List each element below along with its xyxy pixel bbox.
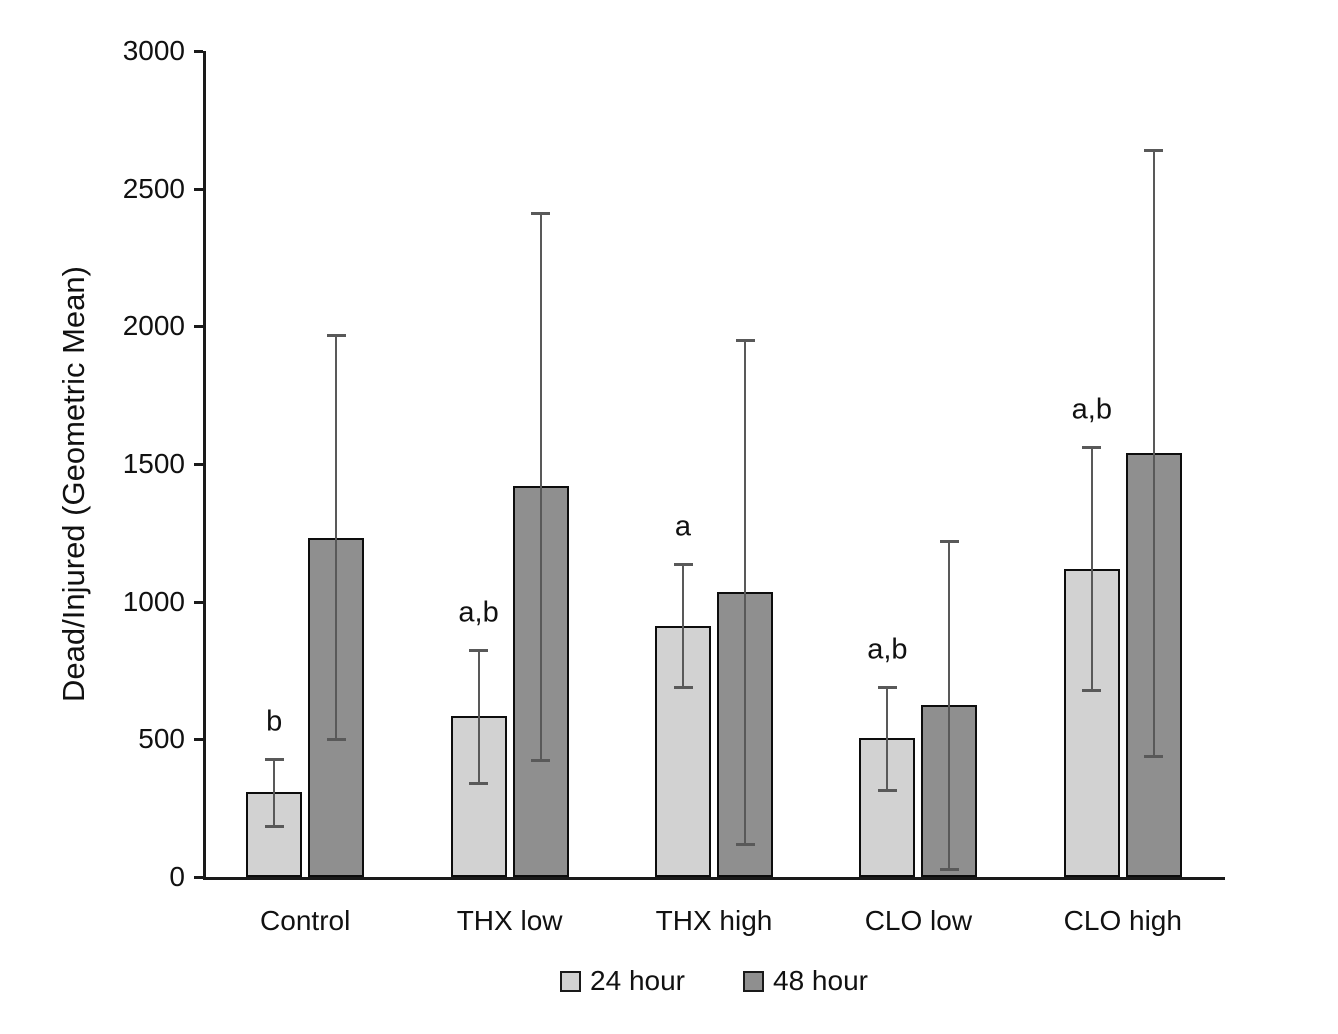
error-bar-line — [539, 213, 542, 760]
y-tick — [194, 187, 203, 191]
error-bar-line — [948, 541, 951, 869]
error-bar-top-cap — [735, 339, 755, 343]
legend-swatch — [560, 970, 582, 992]
error-bar-top-cap — [877, 686, 897, 690]
significance-label: b — [266, 705, 283, 738]
error-bar-bottom-cap — [531, 758, 551, 762]
legend-item-24-hour: 24 hour — [560, 965, 685, 997]
legend-item-48-hour: 48 hour — [743, 965, 868, 997]
error-bar-bottom-cap — [469, 782, 489, 786]
error-bar-bottom-cap — [939, 867, 959, 871]
error-bar-line — [886, 687, 889, 791]
y-tick — [194, 738, 203, 742]
error-bar-bottom-cap — [1144, 754, 1164, 758]
error-bar-bottom-cap — [735, 842, 755, 846]
error-bar-top-cap — [939, 540, 959, 544]
y-tick-label: 1000 — [122, 585, 185, 617]
significance-label: a — [674, 510, 692, 543]
x-category-label: CLO low — [864, 905, 973, 936]
significance-label: a,b — [458, 596, 499, 629]
y-axis-line — [203, 51, 206, 880]
y-tick-label: 500 — [138, 723, 185, 755]
y-tick-label: 2000 — [122, 310, 185, 342]
legend: 24 hour 48 hour — [203, 964, 1225, 998]
error-bar-bottom-cap — [326, 738, 346, 742]
error-bar-line — [1090, 447, 1093, 690]
error-bar-bottom-cap — [264, 825, 284, 829]
error-bar-top-cap — [531, 212, 551, 216]
legend-label: 48 hour — [773, 965, 868, 996]
y-tick-label: 0 — [169, 861, 185, 892]
error-bar-top-cap — [673, 563, 693, 567]
y-tick — [194, 325, 203, 329]
error-bar-line — [1152, 150, 1155, 756]
y-tick — [194, 50, 203, 53]
error-bar-top-cap — [1144, 149, 1164, 153]
y-tick-label: 3000 — [122, 35, 185, 66]
legend-swatch — [743, 970, 764, 992]
error-bar-top-cap — [1082, 446, 1102, 450]
x-axis-line — [203, 877, 1225, 880]
y-tick — [194, 463, 203, 466]
y-tick — [194, 876, 203, 879]
y-tick-label: 1500 — [122, 448, 185, 479]
error-bar-bottom-cap — [877, 789, 897, 793]
error-bar-bottom-cap — [673, 686, 693, 690]
error-bar-top-cap — [326, 333, 346, 337]
error-bar-line — [682, 564, 684, 687]
error-bar-top-cap — [469, 648, 489, 652]
error-bar-line — [744, 340, 746, 844]
error-bar-line — [273, 758, 276, 827]
y-tick — [194, 600, 203, 604]
error-bar-line — [335, 334, 338, 740]
x-category-label: Control — [260, 905, 351, 936]
error-bar-bottom-cap — [1082, 688, 1102, 692]
legend-label: 24 hour — [590, 965, 685, 996]
x-category-label: THX high — [655, 905, 773, 936]
error-bar-line — [477, 649, 480, 784]
x-category-label: THX low — [456, 905, 563, 936]
bar-24-hour-Control — [246, 791, 303, 877]
y-tick-label: 2500 — [122, 172, 185, 204]
error-bar-top-cap — [264, 757, 284, 761]
significance-label: a,b — [867, 633, 908, 666]
x-category-label: CLO high — [1063, 905, 1182, 936]
significance-label: a,b — [1071, 393, 1112, 426]
